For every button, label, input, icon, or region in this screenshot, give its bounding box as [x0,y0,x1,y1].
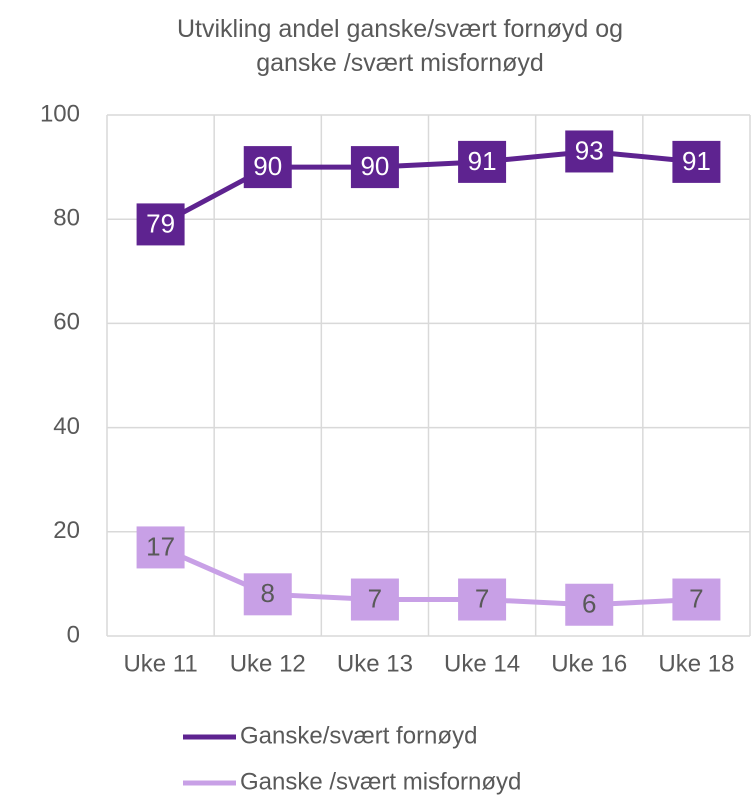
data-label: 79 [146,208,175,238]
data-label: 8 [261,578,275,608]
data-label: 7 [475,583,489,613]
data-label-box [350,146,399,189]
y-tick-label: 0 [67,621,80,648]
x-tick-label: Uke 13 [337,650,413,677]
data-label-box [458,140,507,183]
data-label: 91 [468,146,497,176]
data-label: 7 [689,583,703,613]
data-label-box [672,140,721,183]
x-tick-label: Uke 16 [551,650,627,677]
x-tick-label: Uke 11 [123,650,197,677]
data-label: 7 [368,583,382,613]
legend-label: Ganske /svært misfornøyd [240,768,521,795]
data-label: 90 [360,151,389,181]
data-label-box [565,583,614,626]
y-tick-label: 100 [40,100,80,127]
y-tick-label: 60 [53,309,80,336]
data-label: 93 [575,135,604,165]
x-tick-label: Uke 18 [658,650,734,677]
chart-title: Utvikling andel ganske/svært fornøyd og … [176,15,624,77]
data-label-box [243,146,292,189]
data-label: 90 [253,151,282,181]
data-label: 6 [582,589,596,619]
data-label: 17 [146,531,175,561]
legend-label: Ganske/svært fornøyd [240,722,477,749]
data-label-box [243,573,292,616]
data-label-box [350,578,399,621]
data-label-box [136,526,185,569]
y-tick-label: 20 [53,517,80,544]
data-label: 91 [682,146,711,176]
data-label-box [672,578,721,621]
data-label-box [565,130,614,173]
data-label-box [458,578,507,621]
x-tick-label: Uke 14 [444,650,520,677]
x-tick-label: Uke 12 [230,650,306,677]
y-tick-label: 80 [53,205,80,232]
y-tick-label: 40 [53,413,80,440]
data-label-box [136,203,185,246]
